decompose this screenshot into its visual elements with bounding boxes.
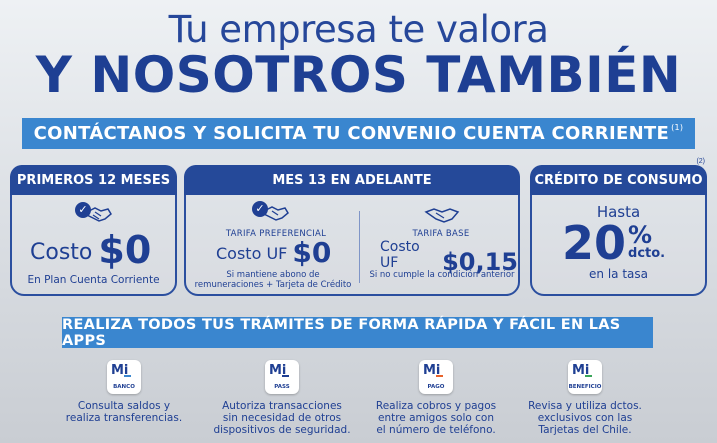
- app-mi-banco[interactable]: Mi BANCO Consulta saldos y realiza trans…: [49, 360, 199, 424]
- app-description: Autoriza transacciones sin necesidad de …: [213, 400, 351, 436]
- card-third-title: CRÉDITO DE CONSUMO: [530, 165, 707, 195]
- contact-banner: CONTÁCTANOS Y SOLICITA TU CONVENIO CUENT…: [22, 118, 695, 149]
- card-third-title-text: CRÉDITO DE CONSUMO: [534, 172, 703, 188]
- card-credito-consumo: CRÉDITO DE CONSUMO (2) Hasta 20 % dcto. …: [530, 158, 707, 296]
- contact-footnote: (1): [671, 123, 684, 132]
- costo-value: $0: [292, 236, 332, 269]
- app-mi-pago[interactable]: Mi PAGO Realiza cobros y pagos entre ami…: [361, 360, 511, 436]
- percent-sign: %: [628, 221, 653, 249]
- card-first-costo: Costo $0: [30, 231, 151, 269]
- handshake-check-icon: ✓: [252, 201, 292, 223]
- card-first-note: En Plan Cuenta Corriente: [27, 274, 160, 286]
- app-description: Realiza cobros y pagos entre amigos solo…: [375, 400, 497, 436]
- handshake-icon: [422, 203, 462, 225]
- card-second-title: MES 13 EN ADELANTE: [184, 165, 520, 195]
- headline-line-1: Tu empresa te valora: [168, 8, 549, 51]
- app-description: Consulta saldos y realiza transferencias…: [65, 400, 183, 424]
- card-third-footnote: (2): [696, 158, 705, 165]
- discount-percent: 20 % dcto.: [562, 219, 665, 267]
- app-mi-beneficio[interactable]: Mi BENEFICIO Revisa y utiliza dctos. exc…: [510, 360, 660, 436]
- dcto-text: dcto.: [628, 246, 666, 261]
- tarifa-preferencial-label: TARIFA PREFERENCIAL: [225, 229, 327, 239]
- tarifa-base-label: TARIFA BASE: [412, 229, 470, 239]
- contact-banner-text: CONTÁCTANOS Y SOLICITA TU CONVENIO CUENT…: [33, 123, 670, 144]
- mi-beneficio-app-icon[interactable]: Mi BENEFICIO: [568, 360, 602, 394]
- mi-pass-app-icon[interactable]: Mi PASS: [265, 360, 299, 394]
- costo-value: $0,15: [442, 248, 518, 276]
- divider: [359, 211, 360, 283]
- costo-word: Costo UF: [216, 244, 288, 263]
- apps-banner: REALIZA TODOS TUS TRÁMITES DE FORMA RÁPI…: [62, 317, 653, 349]
- tarifa-base-costo: Costo UF $0,15: [380, 239, 518, 275]
- app-description: Revisa y utiliza dctos. exclusivos con l…: [528, 400, 642, 436]
- headline-line-2: Y NOSOTROS TAMBIÉN: [35, 46, 682, 104]
- handshake-check-icon: ✓: [75, 202, 115, 224]
- costo-value: $0: [98, 228, 152, 272]
- card-first-title: PRIMEROS 12 MESES: [10, 165, 177, 195]
- tasa-text: en la tasa: [589, 267, 648, 281]
- tarifa-base-note: Si no cumple la condición anterior: [369, 270, 515, 280]
- tarifa-preferencial-note: Si mantiene abono de remuneraciones + Ta…: [194, 270, 352, 290]
- card-first-12-months: PRIMEROS 12 MESES ✓ Costo $0 En Plan Cue…: [10, 165, 177, 296]
- costo-word: Costo UF: [380, 239, 420, 271]
- hasta-text: Hasta: [596, 203, 641, 221]
- tarifa-preferencial-costo: Costo UF $0: [216, 239, 331, 267]
- card-month-13: MES 13 EN ADELANTE ✓ TARIFA PREFERENCIAL…: [184, 165, 520, 296]
- costo-word: Costo: [30, 240, 93, 265]
- mi-pago-app-icon[interactable]: Mi PAGO: [419, 360, 453, 394]
- percent-value: 20: [562, 216, 627, 270]
- mi-banco-app-icon[interactable]: Mi BANCO: [107, 360, 141, 394]
- app-mi-pass[interactable]: Mi PASS Autoriza transacciones sin neces…: [207, 360, 357, 436]
